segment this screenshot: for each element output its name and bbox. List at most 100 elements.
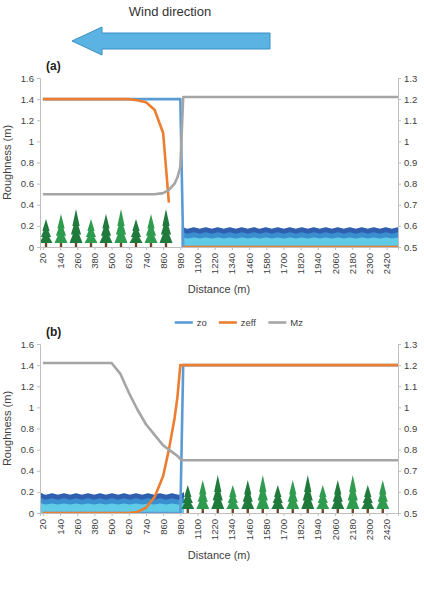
- tick: 1100: [192, 513, 203, 539]
- tick-label: 1460: [244, 253, 255, 274]
- decoration: [40, 475, 389, 513]
- tick-label: 1: [29, 136, 34, 147]
- tick: 20: [37, 513, 48, 530]
- tick-mark: [398, 429, 401, 430]
- tick-label: 0.4: [21, 199, 34, 210]
- tick: 0: [29, 242, 40, 253]
- tick-mark: [37, 471, 40, 472]
- tick-mark: [232, 513, 233, 516]
- tick: 2060: [330, 513, 341, 540]
- tick: 1.2: [398, 94, 417, 105]
- tree: [199, 480, 206, 495]
- tick-label: 140: [55, 519, 66, 535]
- tick-label: 740: [141, 253, 152, 269]
- tick: 140: [55, 513, 66, 535]
- tick: 1: [398, 402, 409, 413]
- tick-mark: [43, 513, 44, 516]
- tick: 1.6: [21, 339, 40, 350]
- tick-label: 1.6: [21, 339, 34, 350]
- tick: 0.7: [398, 199, 417, 210]
- tick-mark: [94, 247, 95, 250]
- tick: 0.5: [398, 508, 417, 519]
- tick: 1.1: [398, 115, 417, 126]
- tick: 2180: [347, 247, 358, 274]
- tick-mark: [398, 247, 401, 248]
- tick-label: 620: [123, 519, 134, 535]
- tick: 0.8: [398, 178, 417, 189]
- tick-mark: [369, 247, 370, 250]
- chart-root: Wind direction20140260380500620740860980…: [0, 0, 424, 599]
- tick: 2420: [381, 247, 392, 274]
- tree: [72, 209, 79, 226]
- tick-label: 500: [106, 253, 117, 269]
- tick-mark: [94, 513, 95, 516]
- tick-label: 0.2: [21, 220, 34, 231]
- legend-label: Mz: [290, 317, 303, 328]
- tick-mark: [398, 492, 401, 493]
- tick: 0.9: [398, 157, 417, 168]
- water-mid: [182, 231, 398, 247]
- tick: 0.4: [21, 465, 40, 476]
- tick: 0.2: [21, 486, 40, 497]
- tick-label: 1.2: [21, 381, 34, 392]
- tree: [132, 219, 139, 231]
- tick-label: 1.6: [21, 73, 34, 84]
- tick-label: 0.7: [404, 199, 417, 210]
- tick: 0.6: [21, 178, 40, 189]
- tick-mark: [37, 78, 40, 79]
- tick: 620: [123, 513, 134, 535]
- tick: 0.7: [398, 465, 417, 476]
- tree: [42, 219, 49, 231]
- tree: [274, 485, 281, 497]
- tick: 380: [89, 247, 100, 269]
- tick: 860: [158, 247, 169, 269]
- tick-mark: [398, 471, 401, 472]
- tick-mark: [398, 513, 401, 514]
- tick: 1.1: [398, 381, 417, 392]
- series-line: [43, 99, 398, 247]
- tick-mark: [232, 247, 233, 250]
- water-light: [182, 237, 398, 248]
- tick-label: 0.6: [21, 178, 34, 189]
- tick: 1940: [312, 247, 323, 274]
- tick-label: 2300: [364, 253, 375, 274]
- tick: 980: [175, 513, 186, 535]
- tick-mark: [387, 513, 388, 516]
- tick-mark: [266, 247, 267, 250]
- tick-mark: [180, 247, 181, 250]
- tick-label: 1340: [226, 253, 237, 274]
- tick-label: 2420: [381, 253, 392, 274]
- tick-label: 140: [55, 253, 66, 269]
- tick-label: 2180: [347, 253, 358, 274]
- annotation: Wind direction: [129, 4, 211, 19]
- tick-mark: [112, 247, 113, 250]
- legend-swatch: [268, 321, 286, 324]
- tick: 1.2: [398, 360, 417, 371]
- series-line: [43, 363, 398, 460]
- tick-mark: [398, 205, 401, 206]
- tick-mark: [77, 247, 78, 250]
- tick: 1.3: [398, 339, 417, 350]
- legend-item: zo: [175, 317, 207, 328]
- plot-area: [40, 363, 398, 513]
- tick-label: 0.7: [404, 465, 417, 476]
- tick-label: 0.8: [21, 157, 34, 168]
- tick: 1.6: [21, 73, 40, 84]
- tick-mark: [37, 365, 40, 366]
- tick-mark: [398, 141, 401, 142]
- tree: [379, 480, 386, 495]
- tick-mark: [335, 247, 336, 250]
- tick-mark: [37, 205, 40, 206]
- tick-label: 1580: [261, 519, 272, 540]
- tick: 1220: [209, 247, 220, 274]
- axis-line: [37, 79, 41, 248]
- axis: 0.50.60.70.80.911.11.21.3: [398, 339, 417, 519]
- tick-label: 0.8: [21, 423, 34, 434]
- tick-mark: [398, 120, 401, 121]
- tick: 1460: [244, 247, 255, 274]
- tick-label: 860: [158, 253, 169, 269]
- tick-mark: [37, 99, 40, 100]
- tick-mark: [146, 247, 147, 250]
- tick-mark: [37, 407, 40, 408]
- tick-mark: [398, 184, 401, 185]
